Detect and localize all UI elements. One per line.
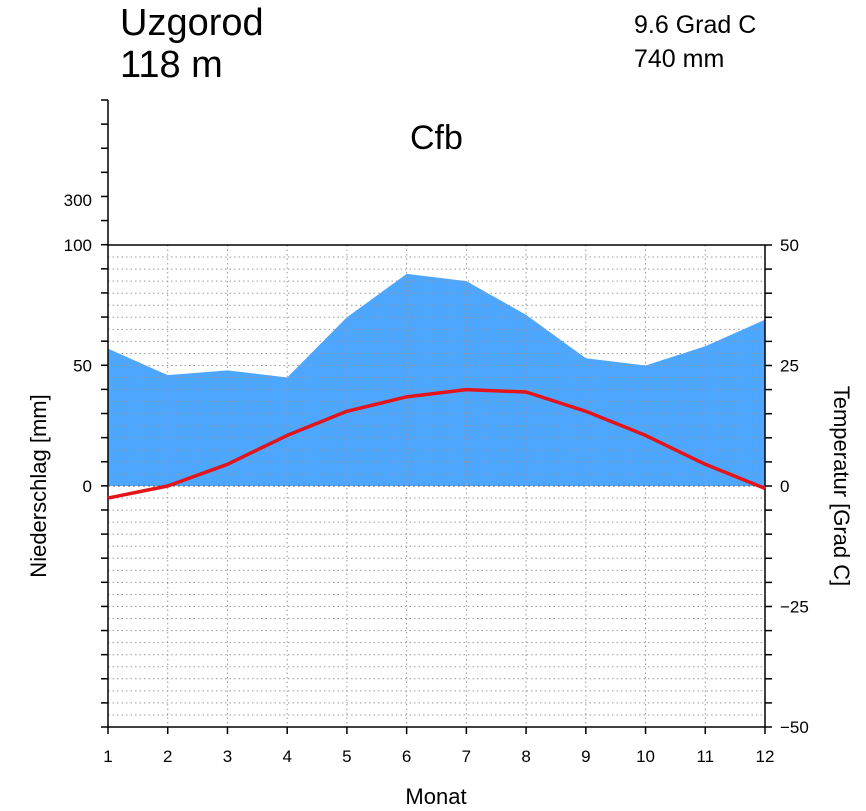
y-right-tick-label: 0 <box>780 477 789 496</box>
x-tick-label: 2 <box>163 747 172 766</box>
x-tick-label: 9 <box>581 747 590 766</box>
climate-class: Cfb <box>410 119 463 157</box>
x-tick-label: 1 <box>103 747 112 766</box>
precipitation-area-layer <box>108 273 765 486</box>
x-tick-label: 10 <box>636 747 655 766</box>
y-axis-right-label: Temperatur [Grad C] <box>829 386 854 587</box>
temperature-line <box>107 387 766 500</box>
annual-precipitation: 740 mm <box>634 45 725 73</box>
x-tick-label: 12 <box>756 747 775 766</box>
y-right-tick-label: −50 <box>780 718 809 737</box>
x-tick-label: 8 <box>521 747 530 766</box>
y-left-tick-label: 0 <box>83 477 92 496</box>
x-tick-label: 6 <box>402 747 411 766</box>
x-axis-label: Monat <box>405 784 466 809</box>
x-tick-label: 7 <box>462 747 471 766</box>
temperature-line-layer <box>107 387 766 500</box>
x-tick-label: 5 <box>342 747 351 766</box>
precipitation-area <box>108 273 765 486</box>
y-left-tick-label: 100 <box>64 236 92 255</box>
mean-temperature: 9.6 Grad C <box>634 11 757 39</box>
y-right-tick-label: 50 <box>780 236 799 255</box>
y-right-tick-label: 25 <box>780 357 799 376</box>
y-right-tick-label: −25 <box>780 598 809 617</box>
station-elevation: 118 m <box>120 44 223 86</box>
y-left-tick-label: 300 <box>64 191 92 210</box>
x-tick-label: 4 <box>282 747 291 766</box>
station-name: Uzgorod <box>120 2 264 44</box>
axes-layer <box>101 99 772 734</box>
grid-layer <box>108 245 765 727</box>
x-tick-label: 3 <box>223 747 232 766</box>
y-left-tick-label: 50 <box>73 357 92 376</box>
x-tick-label: 11 <box>696 747 714 766</box>
y-axis-left-label: Niederschlag [mm] <box>26 394 51 577</box>
